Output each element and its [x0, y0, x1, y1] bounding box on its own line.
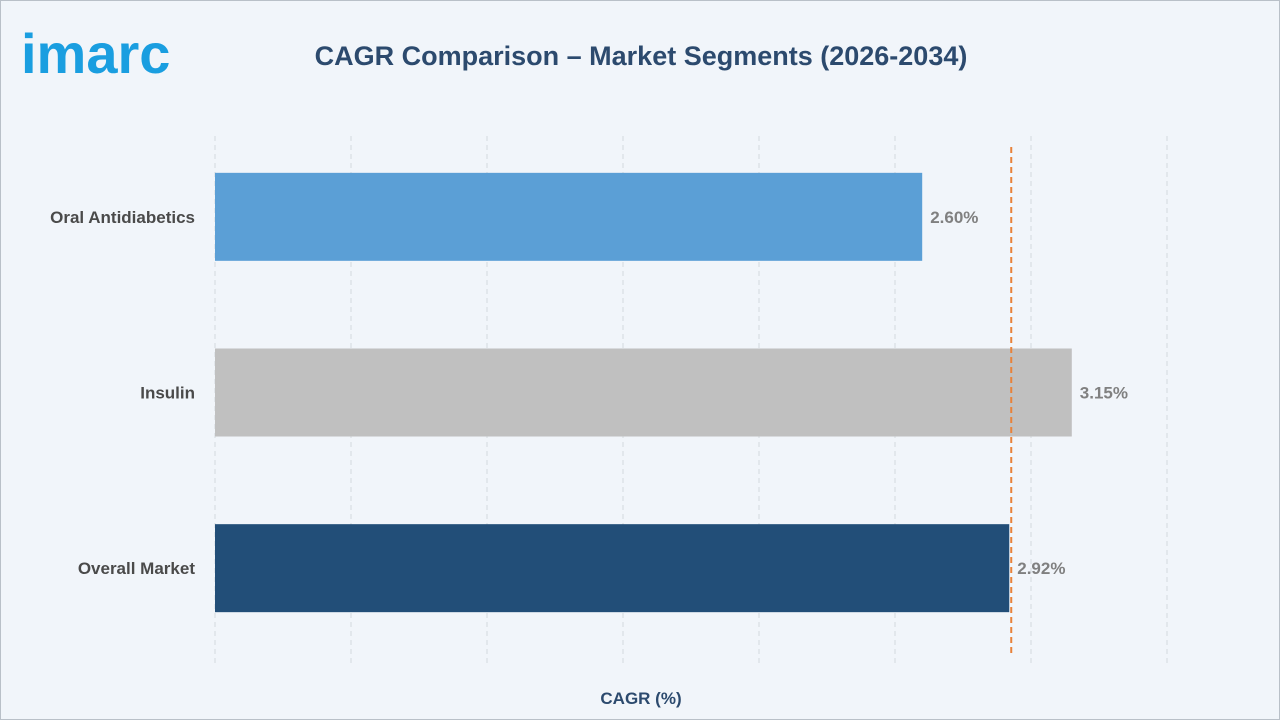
- category-label-overall-market: Overall Market: [78, 559, 196, 578]
- bar-oral-antidiabetics: [215, 172, 923, 261]
- value-label-insulin: 3.15%: [1080, 384, 1128, 403]
- chart-title: CAGR Comparison – Market Segments (2026-…: [314, 41, 968, 71]
- bar-insulin: [215, 348, 1072, 437]
- imarc-logo: imarc: [21, 13, 211, 85]
- x-axis-label: CAGR (%): [600, 689, 682, 708]
- svg-text:imarc: imarc: [21, 22, 170, 83]
- category-label-oral-antidiabetics: Oral Antidiabetics: [50, 208, 195, 227]
- category-label-insulin: Insulin: [140, 384, 195, 403]
- value-label-oral-antidiabetics: 2.60%: [930, 208, 978, 227]
- bar-overall-market: [215, 524, 1010, 613]
- value-label-overall-market: 2.92%: [1017, 559, 1065, 578]
